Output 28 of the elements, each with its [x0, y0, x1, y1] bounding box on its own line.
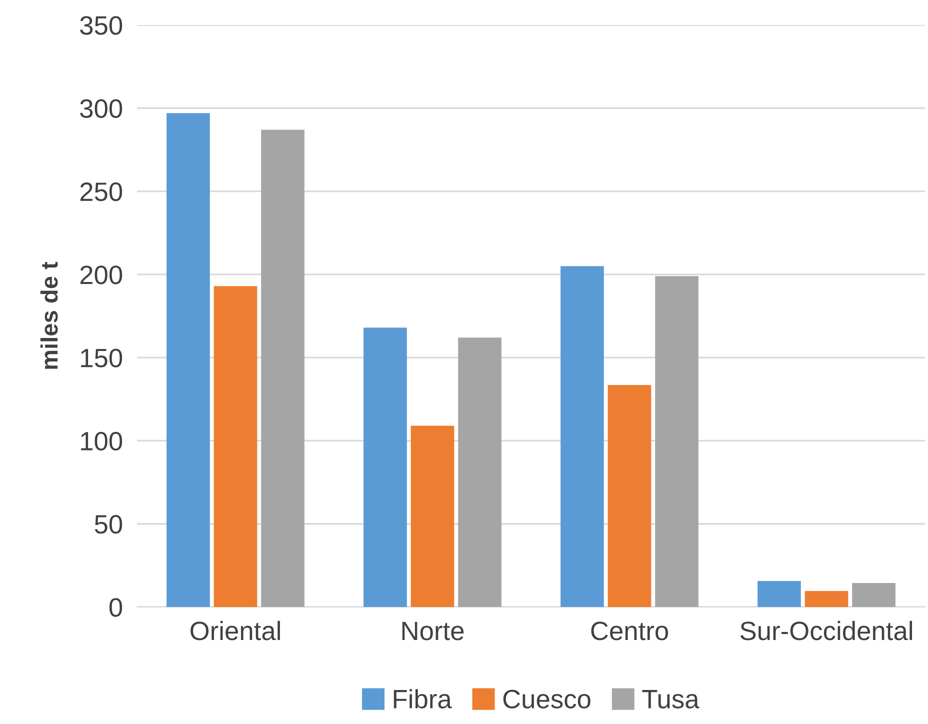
legend-label: Tusa — [642, 690, 700, 708]
bar — [458, 338, 502, 607]
y-tick-label: 300 — [80, 99, 122, 118]
bar — [166, 113, 210, 607]
x-tick-label: Centro — [591, 622, 668, 640]
bar — [852, 583, 896, 607]
y-tick-label: 200 — [80, 266, 122, 284]
bar — [560, 266, 604, 607]
bar — [608, 385, 652, 607]
bar — [364, 328, 407, 607]
y-tick-label: 100 — [81, 432, 122, 451]
x-tick-label: Sur-Occidental — [740, 620, 912, 640]
legend-label: Cuesco — [503, 690, 590, 708]
y-tick-label: 350 — [80, 16, 122, 35]
x-tick-label: Norte — [402, 622, 464, 640]
bar — [214, 286, 258, 607]
bar — [261, 130, 304, 607]
bar — [804, 591, 848, 607]
x-tick-label: Oriental — [190, 620, 280, 640]
bar — [758, 581, 801, 607]
bar — [655, 276, 698, 607]
bar — [410, 426, 454, 607]
y-tick-label: 50 — [94, 514, 122, 534]
y-tick-label: 150 — [81, 348, 122, 368]
y-axis-title: miles de t — [40, 262, 58, 369]
y-tick-label: 0 — [109, 598, 122, 617]
y-tick-label: 250 — [80, 182, 122, 202]
legend-label: Fibra — [394, 689, 452, 708]
